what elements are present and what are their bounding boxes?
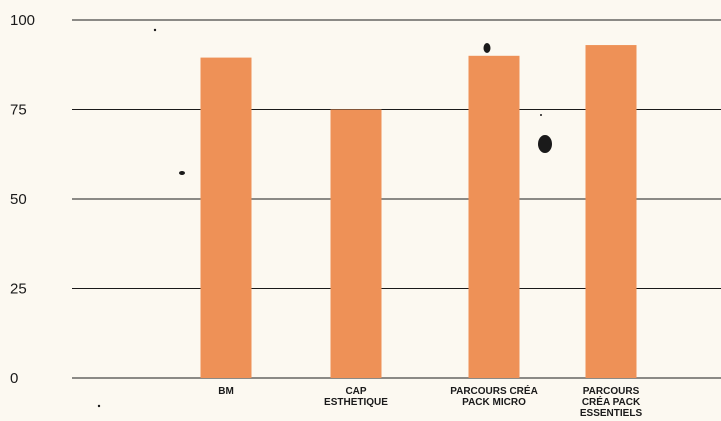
x-tick-label: PARCOURS CRÉA PACK ESSENTIELS <box>580 386 643 419</box>
x-tick-label-line: PARCOURS <box>583 386 640 397</box>
bar <box>585 45 637 379</box>
y-tick-label: 0 <box>10 370 18 387</box>
bar <box>330 109 382 378</box>
x-tick-label-line: CAP <box>345 386 366 397</box>
x-tick-label: CAP ESTHETIQUE <box>324 386 388 408</box>
x-tick-label-line: ESSENTIELS <box>580 408 643 419</box>
paper-specks <box>97 28 552 408</box>
bar <box>468 55 520 379</box>
ink-speck <box>483 43 491 53</box>
ink-speck <box>538 135 552 153</box>
bars <box>200 45 637 379</box>
ink-speck <box>97 404 101 408</box>
y-axis-ticks: 0 25 50 75 100 <box>10 12 35 387</box>
x-tick-label: BM <box>218 386 234 397</box>
y-tick-label: 75 <box>10 102 27 119</box>
x-tick-label-line: PARCOURS CRÉA <box>450 384 538 397</box>
x-tick-label-line: ESTHETIQUE <box>324 397 388 408</box>
x-tick-label-line: BM <box>218 386 234 397</box>
ink-speck <box>179 171 185 175</box>
x-tick-label: PARCOURS CRÉA PACK MICRO <box>450 384 538 408</box>
x-tick-label-line: PACK MICRO <box>462 397 526 408</box>
ink-speck <box>540 114 542 116</box>
y-tick-label: 100 <box>10 12 35 29</box>
y-tick-label: 50 <box>10 191 27 208</box>
x-tick-label-line: CRÉA PACK <box>582 395 641 408</box>
bar <box>200 57 252 379</box>
y-tick-label: 25 <box>10 281 27 298</box>
ink-speck <box>153 28 157 32</box>
